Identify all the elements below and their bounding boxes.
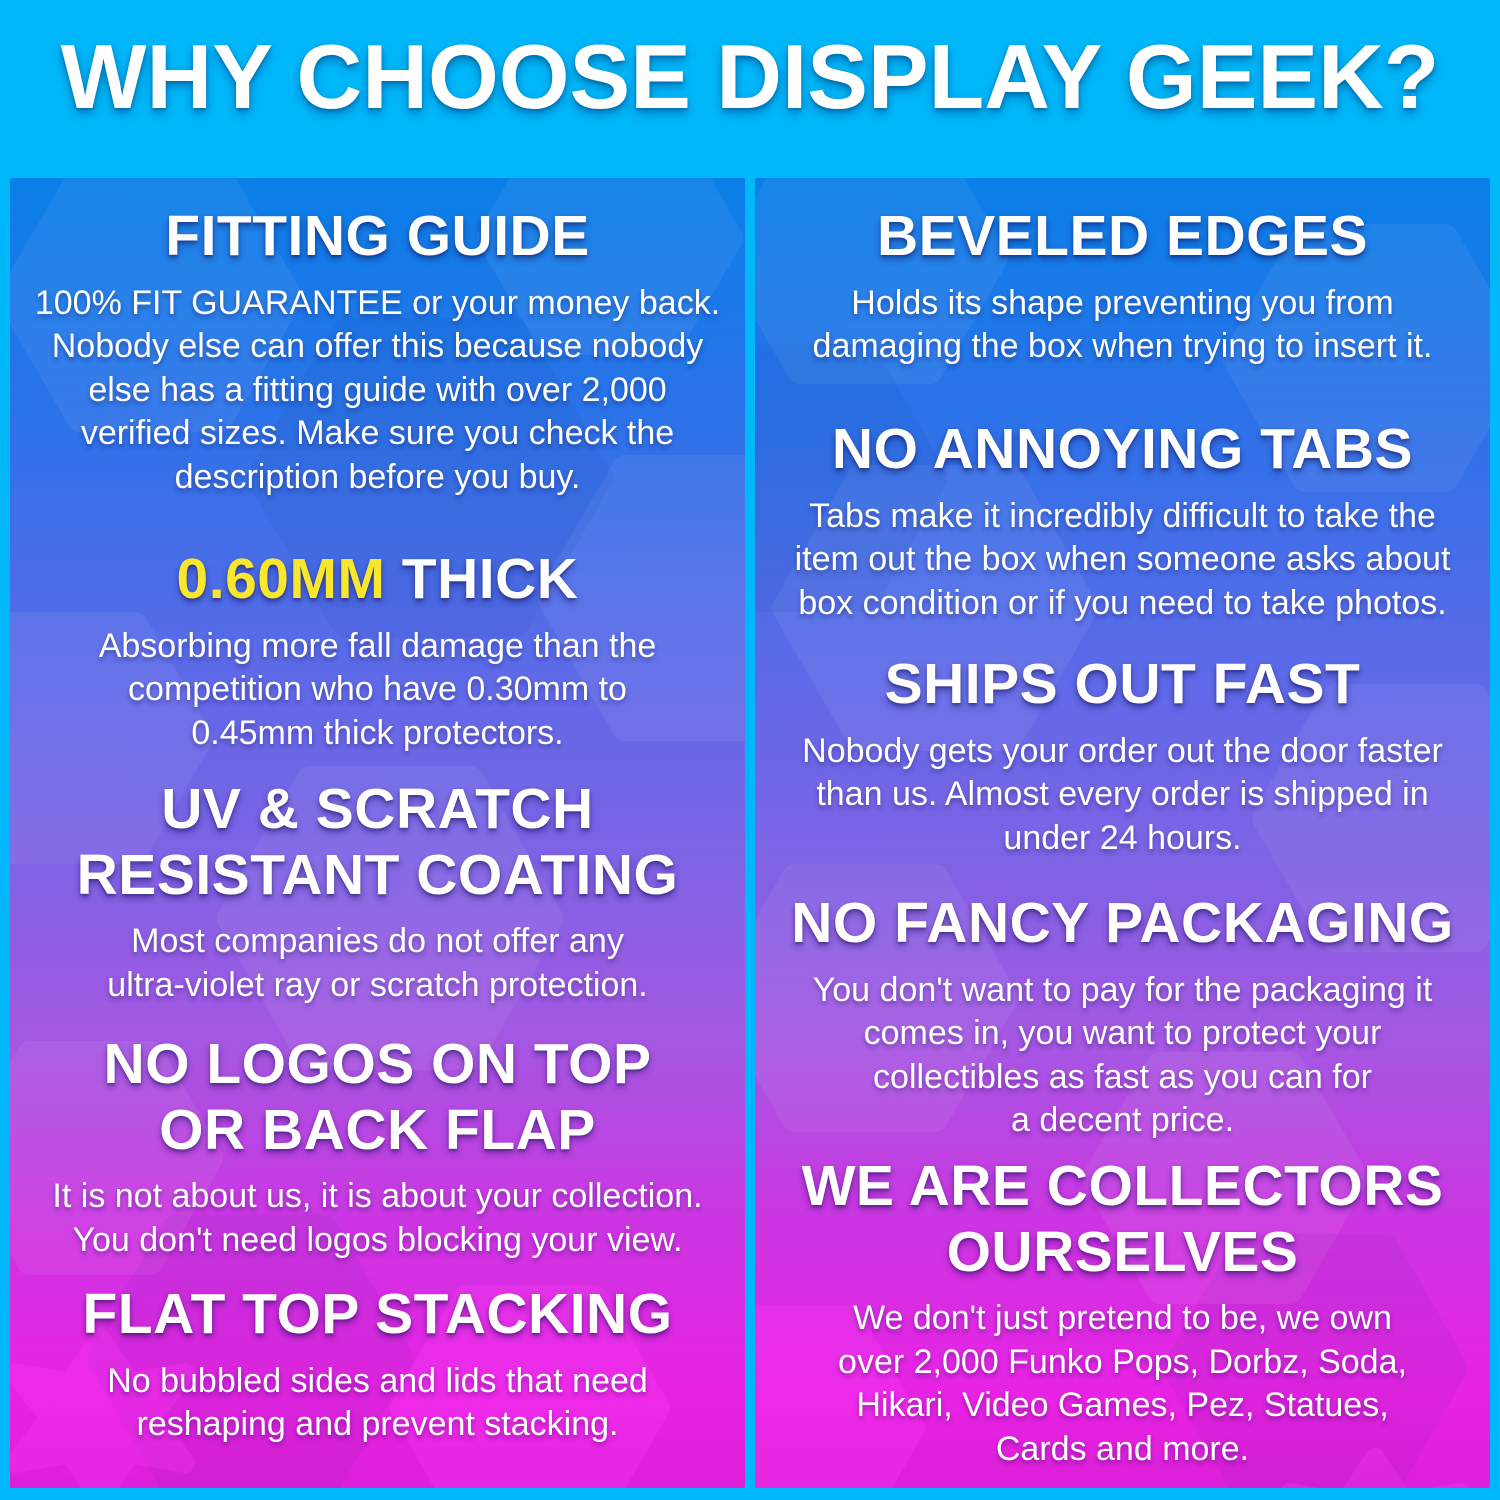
section-body: Holds its shape preventing you from dama…: [812, 283, 1433, 366]
page-title: WHY CHOOSE DISPLAY GEEK?: [60, 27, 1440, 128]
section-heading: UV & SCRATCH RESISTANT COATING: [76, 777, 679, 907]
section-body: We don't just pretend to be, we own over…: [838, 1299, 1407, 1468]
section-body: 100% FIT GUARANTEE or your money back. N…: [34, 283, 721, 496]
section-body: Tabs make it incredibly difficult to tak…: [794, 496, 1451, 622]
section-body: No bubbled sides and lids that need resh…: [107, 1361, 648, 1444]
left-panel: FITTING GUIDE 100% FIT GUARANTEE or your…: [10, 178, 745, 1488]
section-heading: 0.60MM THICK: [25, 547, 730, 613]
section-we-are-collectors: WE ARE COLLECTORS OURSELVES We don't jus…: [755, 1154, 1490, 1471]
section-no-fancy-packaging: NO FANCY PACKAGING You don't want to pay…: [755, 891, 1490, 1143]
right-panel: BEVELED EDGES Holds its shape preventing…: [755, 178, 1490, 1488]
section-body: It is not about us, it is about your col…: [52, 1177, 703, 1259]
section-no-annoying-tabs: NO ANNOYING TABS Tabs make it incredibly…: [755, 417, 1490, 625]
section-body: Absorbing more fall damage than the comp…: [98, 626, 657, 752]
section-ships-out-fast: SHIPS OUT FAST Nobody gets your order ou…: [755, 652, 1490, 860]
section-heading: FLAT TOP STACKING: [82, 1282, 673, 1346]
section-flat-top-stacking: FLAT TOP STACKING No bubbled sides and l…: [10, 1282, 745, 1447]
section-heading: SHIPS OUT FAST: [884, 652, 1361, 716]
section-fitting-guide: FITTING GUIDE 100% FIT GUARANTEE or your…: [10, 204, 745, 499]
section-heading: WE ARE COLLECTORS OURSELVES: [801, 1154, 1444, 1284]
section-body: You don't want to pay for the packaging …: [812, 970, 1433, 1140]
section-body: Nobody gets your order out the door fast…: [802, 731, 1443, 857]
section-beveled-edges: BEVELED EDGES Holds its shape preventing…: [755, 204, 1490, 369]
section-heading: NO LOGOS ON TOP OR BACK FLAP: [103, 1032, 652, 1162]
section-heading: NO FANCY PACKAGING: [791, 891, 1454, 955]
section-thickness: 0.60MM THICK Absorbing more fall damage …: [10, 547, 745, 755]
section-body: Most companies do not offer any ultra-vi…: [107, 922, 648, 1004]
thickness-rest: THICK: [385, 547, 579, 611]
section-heading: BEVELED EDGES: [876, 204, 1369, 268]
section-no-logos: NO LOGOS ON TOP OR BACK FLAP It is not a…: [10, 1032, 745, 1262]
thickness-highlight: 0.60MM: [176, 547, 386, 611]
section-uv-scratch-coating: UV & SCRATCH RESISTANT COATING Most comp…: [10, 777, 745, 1007]
section-heading: FITTING GUIDE: [165, 204, 590, 268]
section-heading: NO ANNOYING TABS: [831, 417, 1414, 481]
